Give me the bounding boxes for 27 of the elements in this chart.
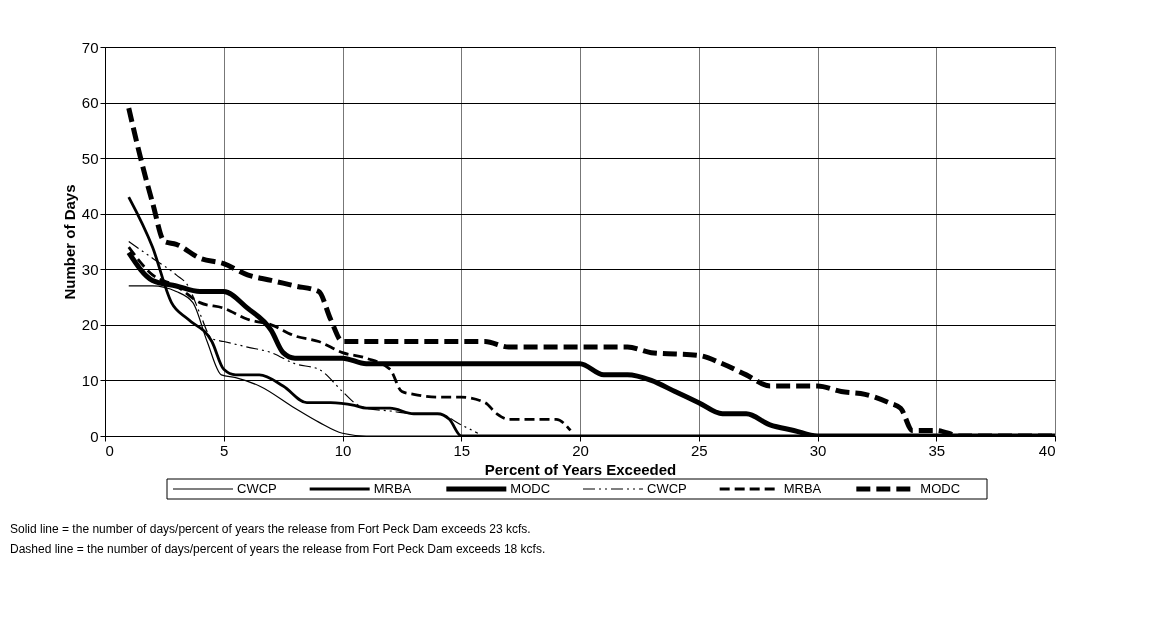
legend-label: MRBA [783, 481, 822, 496]
y-tick-label: 0 [90, 427, 99, 445]
y-tick-label: 60 [81, 94, 99, 112]
x-tick-label: 0 [105, 441, 114, 459]
x-tick-label: 35 [928, 441, 946, 459]
legend-label: CWCP [647, 481, 687, 496]
x-tick-label: 40 [1038, 441, 1056, 459]
y-tick-label: 20 [81, 316, 99, 334]
y-axis-title: Number of Days [60, 184, 78, 300]
y-tick-label: 50 [81, 149, 99, 167]
x-tick-label: 15 [453, 441, 471, 459]
legend-label: MODC [510, 481, 551, 496]
x-axis-title: Percent of Years Exceeded [484, 460, 677, 478]
x-tick-label: 10 [334, 441, 352, 459]
y-tick-label: 70 [81, 38, 99, 56]
text: Dashed line = the number of days/percent of years the release from Fort Peck Dam exceeds 18 kcfs. [10, 542, 546, 556]
x-tick-label: 5 [220, 441, 229, 459]
y-tick-label: 30 [81, 260, 99, 278]
x-tick-label: 25 [690, 441, 708, 459]
y-tick-label: 10 [81, 371, 99, 389]
x-tick-label: 30 [809, 441, 827, 459]
legend-label: CWCP [237, 481, 277, 496]
legend-label: MRBA [373, 481, 412, 496]
y-tick-label: 40 [81, 205, 99, 223]
x-tick-label: 20 [572, 441, 589, 459]
text: Solid line = the number of days/percent of years the release from Fort Peck Dam exceeds 23 kcfs. [10, 522, 531, 536]
legend-label: MODC [920, 481, 961, 496]
